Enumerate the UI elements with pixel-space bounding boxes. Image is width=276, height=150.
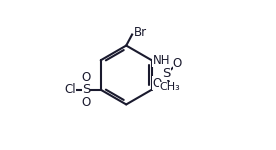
Text: O: O [81,96,91,109]
Text: O: O [152,77,161,90]
Text: NH: NH [153,54,170,67]
Text: Cl: Cl [65,83,76,96]
Text: S: S [162,67,171,80]
Text: Br: Br [134,26,147,39]
Text: S: S [82,83,90,96]
Text: CH₃: CH₃ [159,82,180,92]
Text: O: O [173,57,182,70]
Text: O: O [81,71,91,84]
